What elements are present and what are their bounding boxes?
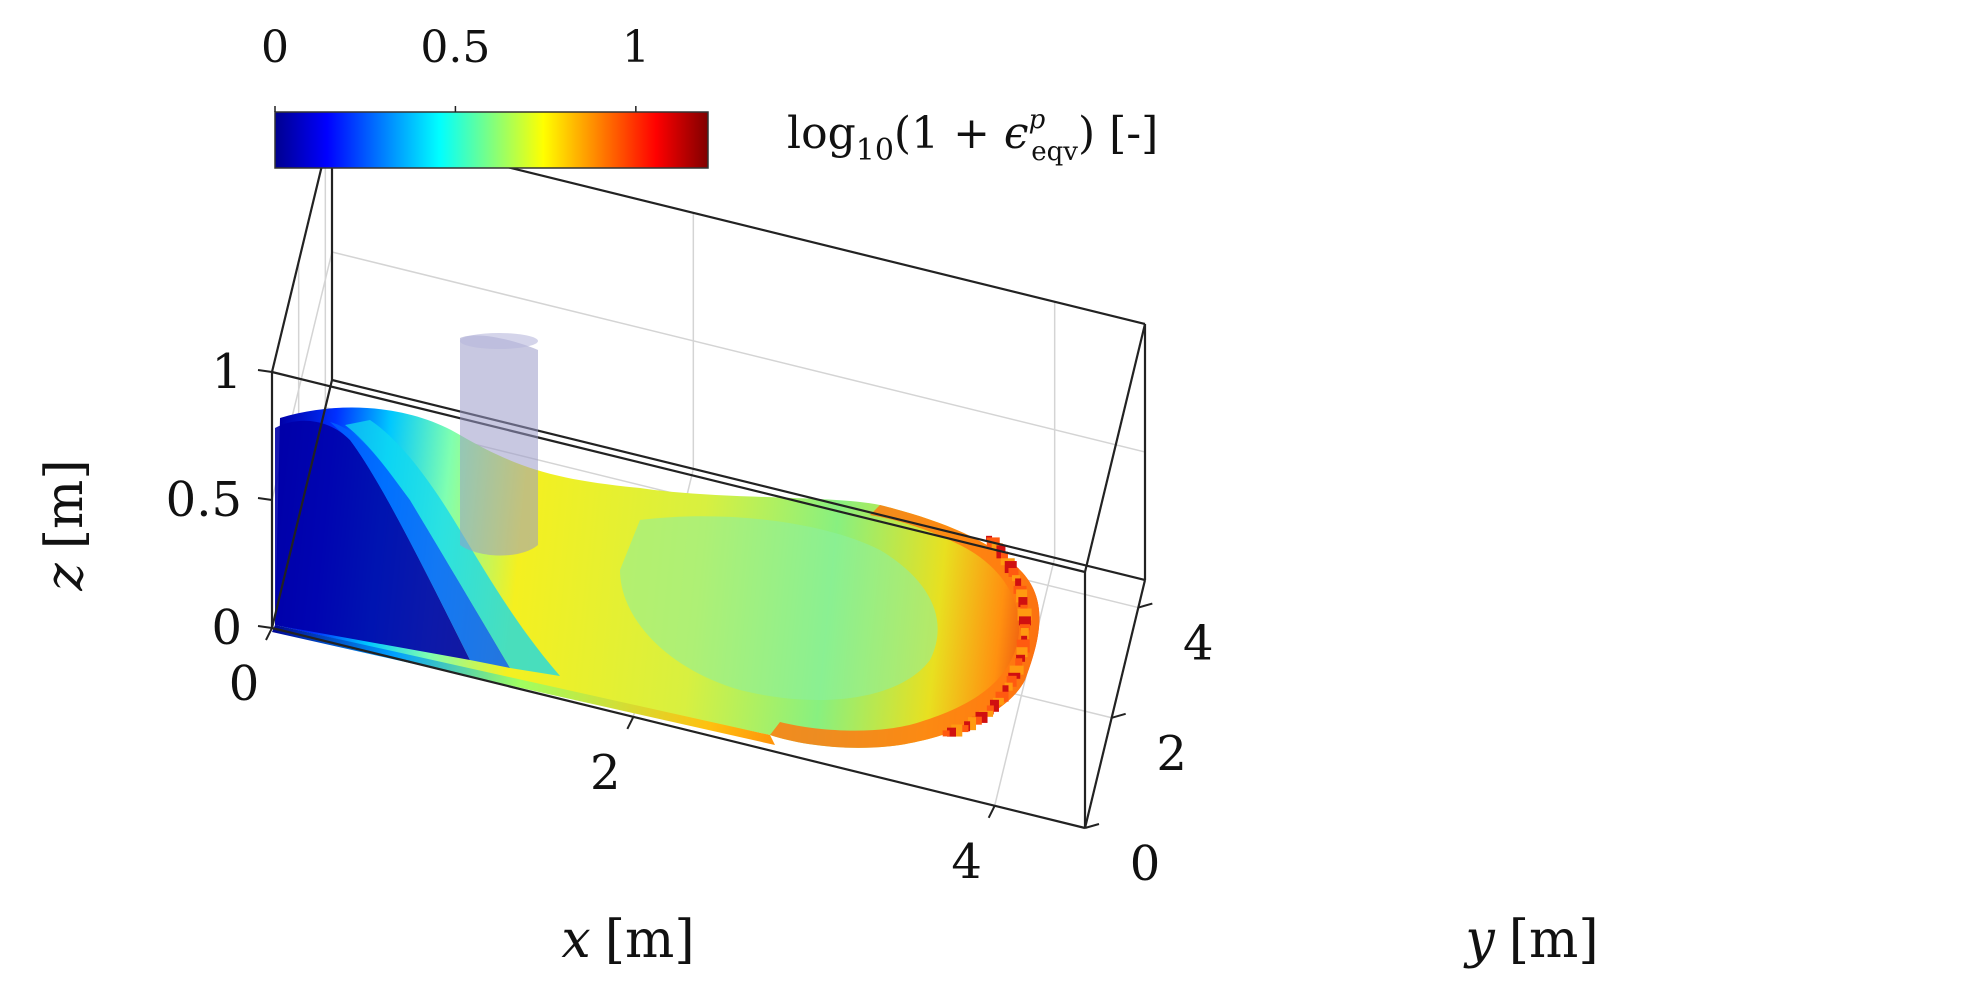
z-tick-mark-0 [257, 625, 273, 629]
surface-cyan-band [345, 420, 560, 676]
surface-transition-zone [330, 422, 510, 668]
y-axis-label-var: y [1463, 910, 1495, 970]
colorbar-tick-label-0: 0 [261, 22, 289, 73]
x-tick-label-0: 0 [229, 656, 260, 712]
column-body [460, 335, 538, 556]
box-edge-3 [270, 379, 334, 629]
rim-particle [1015, 578, 1022, 590]
z-axis-label: z [m] [35, 459, 95, 591]
rim-particle [968, 717, 977, 731]
rim-particle [1016, 589, 1028, 603]
rim-particle [1008, 568, 1019, 578]
surface-green-core [620, 516, 938, 700]
rim-particle [989, 699, 999, 712]
colorbar-tick-label-1: 0.5 [420, 22, 490, 73]
rim-particle [1000, 551, 1008, 562]
rim-particle [1009, 665, 1024, 675]
rim-particle [986, 705, 994, 715]
x-tick-mark-1 [626, 716, 635, 730]
rim-particle [1008, 672, 1021, 679]
rim-particle [971, 716, 982, 725]
x-axis-label-var: x [561, 910, 590, 970]
z-tick-label-1: 0.5 [166, 472, 242, 528]
y-tick-label-2: 4 [1183, 616, 1214, 672]
column-top [460, 333, 538, 349]
svg-text:y[m]: y [m] [1463, 910, 1598, 970]
colorbar: 0 0.5 1 log10(1 + ϵp eqv) [-] [261, 22, 1158, 169]
rim-particle [1006, 675, 1017, 687]
z-tick-mark-2 [257, 369, 273, 373]
rim-particle [1015, 658, 1023, 671]
box-edge-1 [1083, 579, 1147, 829]
rim-particle [951, 724, 963, 737]
colorbar-tick-label-2: 1 [622, 22, 650, 73]
column-object [460, 333, 538, 556]
box-edge-0 [271, 626, 1086, 830]
x-axis-label-unit: [m] [605, 910, 695, 970]
grid-line-z-back-1 [331, 251, 1146, 453]
y-tick-label-0: 0 [1130, 836, 1161, 892]
deformed-sand-surface [272, 407, 1040, 748]
svg-text:z[m]: z [m] [35, 459, 95, 591]
rim-particle [995, 691, 1009, 702]
y-tick-mark-2 [1138, 602, 1153, 609]
y-tick-mark-1 [1111, 712, 1126, 719]
z-axis-label-unit: [m] [35, 459, 95, 549]
y-axis-label-unit: [m] [1509, 910, 1599, 970]
x-axis-label: x [m] [561, 910, 694, 970]
colorbar-label: log10(1 + ϵp eqv) [-] [787, 105, 1158, 168]
surface-undeformed-zone [275, 420, 470, 660]
x-tick-label-1: 2 [590, 745, 621, 801]
box-edge-5 [1083, 323, 1147, 573]
svg-text:x[m]: x [m] [561, 910, 694, 970]
z-axis-label-var: z [35, 563, 95, 592]
colorbar-gradient [275, 112, 708, 168]
y-tick-mark-0 [1084, 823, 1100, 829]
rim-particle [1018, 616, 1031, 626]
z-tick-label-2: 1 [211, 344, 242, 400]
x-tick-mark-2 [987, 805, 996, 819]
grid-line-x-floor-2 [993, 557, 1056, 806]
colorbar-ticks: 0 0.5 1 [261, 22, 650, 112]
surface-front-edge [272, 625, 775, 745]
rim-particle [1018, 597, 1028, 608]
rim-particle [1020, 604, 1028, 612]
colorbar-frame [274, 111, 709, 169]
x-tick-mark-0 [265, 627, 273, 641]
rim-particle [1019, 624, 1030, 631]
x-tick-label-2: 4 [951, 834, 982, 890]
y-axis-label: y [m] [1463, 910, 1598, 970]
rim-particle [942, 730, 950, 737]
z-tick-mark-1 [257, 497, 273, 501]
rim-particle [1016, 647, 1028, 658]
box-edge-4 [271, 370, 1086, 574]
y-tick-label-1: 2 [1156, 726, 1187, 782]
rim-particle [1020, 628, 1029, 640]
rim-particle [947, 727, 957, 737]
rim-particle [1011, 575, 1020, 582]
rim-particle [1004, 682, 1013, 691]
axis-ticks: 0 2 4 0 2 4 0 0.5 1 [166, 344, 1214, 892]
z-tick-label-0: 0 [211, 600, 242, 656]
